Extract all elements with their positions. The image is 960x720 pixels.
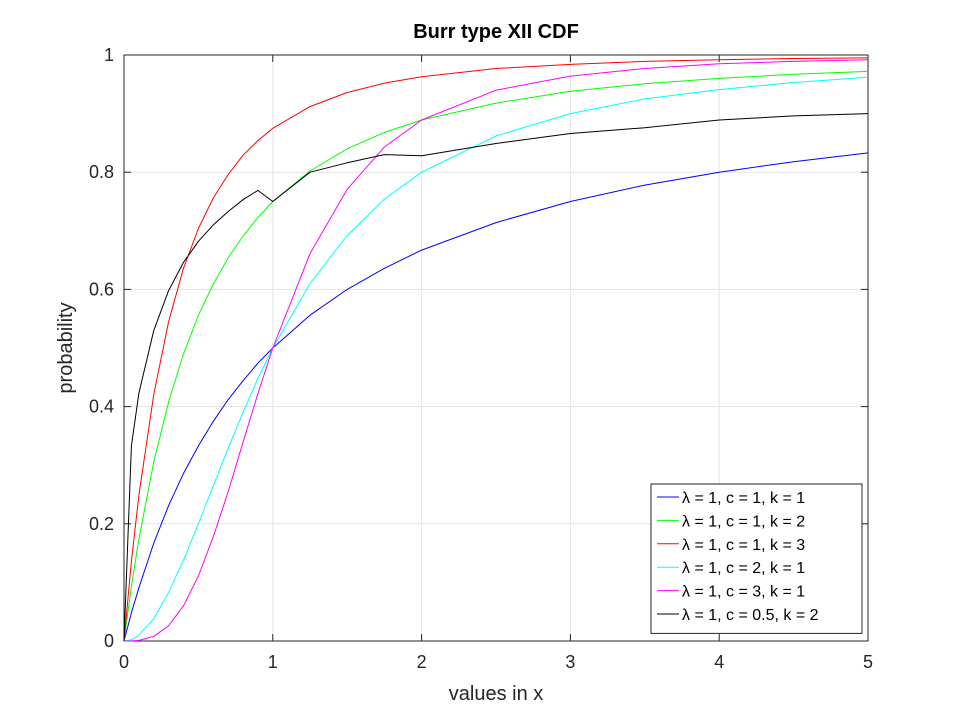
series-line-2 [123,70,869,642]
x-tick-label: 3 [565,652,575,672]
x-tick-label: 4 [714,652,724,672]
series-line-6 [123,113,869,642]
x-tick-label: 5 [863,652,873,672]
legend-label-6: λ = 1, c = 0.5, k = 2 [682,607,819,624]
legend-label-3: λ = 1, c = 1, k = 3 [682,537,805,554]
y-tick-label: 1 [104,45,114,65]
y-tick-label: 0.4 [89,397,114,417]
legend: λ = 1, c = 1, k = 1 λ = 1, c = 1, k = 2 λ … [650,483,863,634]
y-tick-label: 0 [104,631,114,651]
x-tick-label: 1 [268,652,278,672]
series-lines [123,57,869,642]
series-line-4 [123,76,869,642]
legend-label-5: λ = 1, c = 3, k = 1 [682,584,805,601]
legend-label-1: λ = 1, c = 1, k = 1 [682,490,805,507]
y-tick-label: 0.6 [89,279,114,299]
ticks: 0 1 2 3 4 5 0 0.2 0.4 0.6 0.8 1 [89,45,873,672]
y-tick-label: 0.8 [89,162,114,182]
legend-label-2: λ = 1, c = 1, k = 2 [682,513,805,530]
y-tick-label: 0.2 [89,514,114,534]
y-axis-label: probability [55,302,77,393]
x-tick-label: 0 [119,652,129,672]
x-axis-label: values in x [449,683,544,705]
series-line-1 [123,152,869,642]
series-line-5 [123,59,869,642]
chart-title: Burr type XII CDF [413,21,579,43]
series-line-3 [123,57,869,642]
x-tick-label: 2 [417,652,427,672]
legend-box [650,483,863,634]
plot-area-border [123,54,869,642]
legend-label-4: λ = 1, c = 2, k = 1 [682,560,805,577]
